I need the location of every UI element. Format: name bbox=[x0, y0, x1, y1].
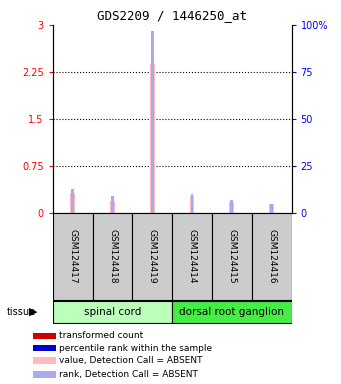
Bar bbox=[53, 213, 93, 300]
Text: GSM124416: GSM124416 bbox=[267, 229, 276, 284]
Bar bbox=[229, 202, 234, 213]
Bar bbox=[172, 301, 292, 323]
Bar bbox=[93, 213, 132, 300]
Text: percentile rank within the sample: percentile rank within the sample bbox=[59, 344, 212, 353]
Bar bbox=[191, 194, 193, 213]
Text: GSM124414: GSM124414 bbox=[188, 229, 197, 283]
Text: value, Detection Call = ABSENT: value, Detection Call = ABSENT bbox=[59, 356, 203, 365]
Text: spinal cord: spinal cord bbox=[84, 306, 141, 316]
Bar bbox=[270, 204, 273, 213]
Text: GSM124419: GSM124419 bbox=[148, 229, 157, 284]
Text: ▶: ▶ bbox=[29, 307, 38, 317]
Bar bbox=[33, 371, 56, 377]
Text: GSM124417: GSM124417 bbox=[68, 229, 77, 284]
Bar bbox=[269, 204, 274, 213]
Bar bbox=[132, 213, 172, 300]
Text: tissue: tissue bbox=[7, 307, 36, 317]
Bar bbox=[151, 31, 154, 213]
Text: dorsal root ganglion: dorsal root ganglion bbox=[179, 306, 284, 316]
Text: transformed count: transformed count bbox=[59, 331, 144, 340]
Bar bbox=[33, 333, 56, 339]
Bar bbox=[172, 213, 212, 300]
Bar bbox=[212, 213, 252, 300]
Bar bbox=[70, 193, 75, 213]
Bar bbox=[110, 200, 115, 213]
Text: GSM124415: GSM124415 bbox=[227, 229, 236, 284]
Bar bbox=[190, 196, 194, 213]
Title: GDS2209 / 1446250_at: GDS2209 / 1446250_at bbox=[97, 9, 247, 22]
Bar bbox=[33, 345, 56, 351]
Text: GSM124418: GSM124418 bbox=[108, 229, 117, 284]
Bar bbox=[252, 213, 292, 300]
Bar bbox=[71, 189, 74, 213]
Bar bbox=[111, 196, 114, 213]
Bar bbox=[33, 357, 56, 364]
Text: rank, Detection Call = ABSENT: rank, Detection Call = ABSENT bbox=[59, 370, 198, 379]
Bar bbox=[231, 200, 233, 213]
Bar bbox=[53, 301, 172, 323]
Bar bbox=[150, 64, 155, 213]
